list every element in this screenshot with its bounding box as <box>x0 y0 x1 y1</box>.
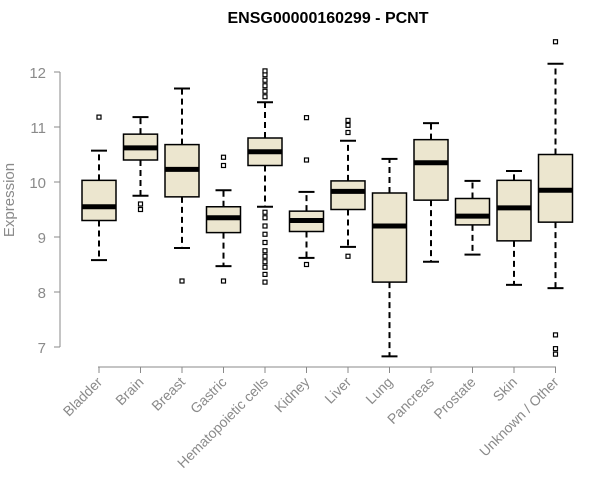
outlier-point <box>262 231 268 237</box>
box-group-pancreas <box>413 122 449 263</box>
outlier-point <box>262 259 268 265</box>
box-group-lung <box>371 157 408 358</box>
box-iqr <box>454 197 491 226</box>
x-tick-label: Kidney <box>271 374 313 416</box>
outlier-point <box>345 122 351 128</box>
box-group-skin <box>496 170 532 286</box>
x-tick-label: Bladder <box>60 374 106 420</box>
outlier-point <box>262 209 268 215</box>
box-group-bladder <box>81 114 117 262</box>
box-group-hematopoietic-cells <box>247 68 283 285</box>
outlier-point <box>262 77 268 83</box>
x-tick-label: Unknown / Other <box>476 374 562 460</box>
y-tick-label: 8 <box>38 285 46 302</box>
box-iqr <box>413 138 449 201</box>
outlier-point <box>262 239 268 246</box>
outlier-point <box>220 278 227 284</box>
outlier-point <box>303 115 310 121</box>
outlier-point <box>220 154 227 160</box>
outlier-point <box>262 279 268 285</box>
chart-title: ENSG00000160299 - PCNT <box>228 10 429 27</box>
x-tick-label: Breast <box>148 374 188 414</box>
outlier-point <box>303 261 310 268</box>
box-iqr <box>81 179 117 222</box>
x-tick-label: Prostate <box>430 374 478 422</box>
outlier-point <box>262 253 268 259</box>
outlier-point <box>262 88 268 94</box>
y-tick-label: 10 <box>29 175 46 192</box>
y-tick-label: 7 <box>38 340 46 357</box>
y-tick-label: 12 <box>29 65 46 82</box>
outlier-point <box>262 264 268 270</box>
outlier-point <box>303 157 310 163</box>
outlier-point <box>552 346 559 352</box>
outlier-point <box>552 332 559 338</box>
box-group-prostate <box>454 179 491 256</box>
x-tick-label: Brain <box>112 374 146 408</box>
outlier-point <box>262 83 268 89</box>
y-tick-label: 9 <box>38 230 46 247</box>
outlier-point <box>345 129 351 136</box>
box-group-kidney <box>288 115 325 268</box>
box-group-unknown-other <box>537 39 574 357</box>
outlier-point <box>96 114 102 120</box>
outlier-point <box>262 68 268 74</box>
outlier-point <box>262 223 268 229</box>
box-iqr <box>371 192 408 283</box>
outlier-point <box>262 248 268 254</box>
box-iqr <box>496 179 532 242</box>
x-tick-label: Skin <box>490 374 521 405</box>
outlier-point <box>552 39 559 45</box>
x-tick-label: Liver <box>321 374 354 407</box>
y-tick-label: 11 <box>30 120 46 137</box>
box-group-brain <box>122 116 159 213</box>
outlier-point <box>552 351 559 357</box>
outlier-point <box>262 94 268 100</box>
outlier-point <box>345 117 351 124</box>
box-group-breast <box>164 87 200 284</box>
box-group-gastric <box>205 154 242 284</box>
outlier-point <box>220 162 227 169</box>
outlier-point <box>345 253 351 259</box>
outlier-point <box>179 278 185 284</box>
x-tick-label: Lung <box>362 374 395 407</box>
box-iqr <box>330 180 366 211</box>
outlier-point <box>137 206 144 213</box>
outlier-point <box>137 201 144 207</box>
y-axis-label: Expression <box>1 163 18 237</box>
outlier-point <box>262 271 268 277</box>
box-group-liver <box>330 117 366 259</box>
outlier-point <box>262 215 268 221</box>
